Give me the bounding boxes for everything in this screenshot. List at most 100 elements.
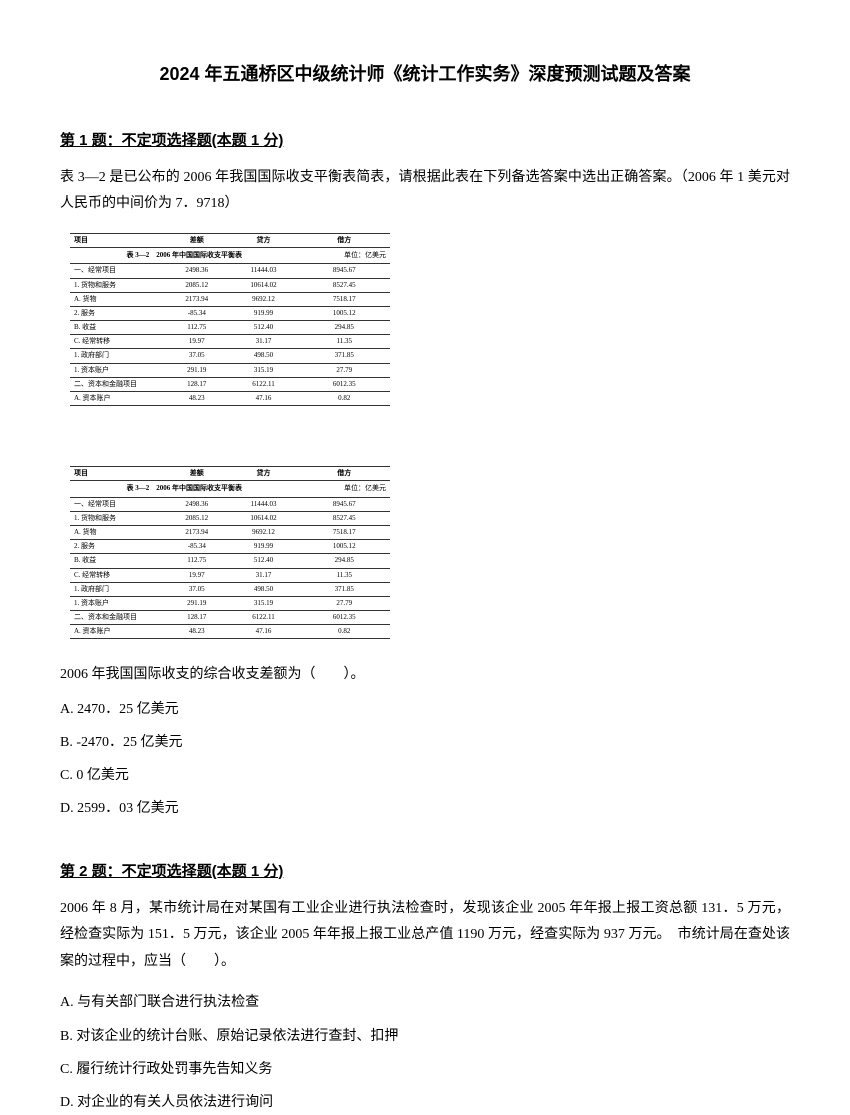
table-cell: 2173.94 — [165, 292, 229, 306]
table-header: 贷方 — [229, 467, 299, 481]
table-cell: 9692.12 — [229, 292, 299, 306]
table-cell: C. 经常转移 — [70, 568, 165, 582]
table-cell: 2085.12 — [165, 278, 229, 292]
table-header: 项目 — [70, 467, 165, 481]
table-cell: 10614.02 — [229, 278, 299, 292]
table-cell: 11444.03 — [229, 264, 299, 278]
table-header-row: 项目 差额 贷方 借方 — [70, 467, 390, 481]
table-cell: 48.23 — [165, 625, 229, 639]
table-cell: 1. 货物和服务 — [70, 511, 165, 525]
table-cell: 2173.94 — [165, 525, 229, 539]
table-cell: 一、经常项目 — [70, 264, 165, 278]
table-row: C. 经常转移19.9731.1711.35 — [70, 335, 390, 349]
table-cell: 7518.17 — [299, 292, 390, 306]
table-cell: 0.82 — [299, 392, 390, 406]
table-cell: 112.75 — [165, 321, 229, 335]
table-cell: 1005.12 — [299, 306, 390, 320]
table-unit: 单位：亿美元 — [299, 481, 390, 497]
q2-option-d: D. 对企业的有关人员依法进行询问 — [60, 1090, 790, 1115]
table-cell: 二、资本和金融项目 — [70, 377, 165, 391]
table-cell: 1005.12 — [299, 540, 390, 554]
table-cell: 8527.45 — [299, 278, 390, 292]
q1-option-c: C. 0 亿美元 — [60, 763, 790, 788]
table-cell: 6012.35 — [299, 377, 390, 391]
table-cell: 31.17 — [229, 335, 299, 349]
table-cell: 27.79 — [299, 596, 390, 610]
table-row: 二、资本和金融项目128.176122.116012.35 — [70, 377, 390, 391]
table-header: 差额 — [165, 233, 229, 247]
table-row: 1. 货物和服务2085.1210614.028527.45 — [70, 511, 390, 525]
table-cell: 315.19 — [229, 363, 299, 377]
table-row: C. 经常转移19.9731.1711.35 — [70, 568, 390, 582]
table-row: B. 收益112.75512.40294.85 — [70, 321, 390, 335]
table-cell: 2. 服务 — [70, 306, 165, 320]
table-cell: 291.19 — [165, 596, 229, 610]
table-cell: 512.40 — [229, 321, 299, 335]
table-cell: 10614.02 — [229, 511, 299, 525]
table-cell: 294.85 — [299, 554, 390, 568]
q2-option-c: C. 履行统计行政处罚事先告知义务 — [60, 1057, 790, 1082]
table-title: 表 3—2 2006 年中国国际收支平衡表 — [70, 481, 299, 497]
table-cell: 371.85 — [299, 349, 390, 363]
table-row: 2. 服务-85.34919.991005.12 — [70, 306, 390, 320]
table-row: 2. 服务-85.34919.991005.12 — [70, 540, 390, 554]
table-title: 表 3—2 2006 年中国国际收支平衡表 — [70, 248, 299, 264]
table-cell: 一、经常项目 — [70, 497, 165, 511]
q2-heading: 第 2 题：不定项选择题(本题 1 分) — [60, 860, 790, 884]
table-cell: 19.97 — [165, 335, 229, 349]
table-cell: 2498.36 — [165, 264, 229, 278]
table-cell: A. 资本账户 — [70, 625, 165, 639]
q2-text: 2006 年 8 月，某市统计局在对某国有工业企业进行执法检查时，发现该企业 2… — [60, 896, 790, 976]
table-cell: 31.17 — [229, 568, 299, 582]
table-cell: 315.19 — [229, 596, 299, 610]
table-cell: B. 收益 — [70, 321, 165, 335]
table-cell: 291.19 — [165, 363, 229, 377]
page-title: 2024 年五通桥区中级统计师《统计工作实务》深度预测试题及答案 — [60, 60, 790, 89]
table-row: A. 货物2173.949692.127518.17 — [70, 525, 390, 539]
table-unit: 单位：亿美元 — [299, 248, 390, 264]
table-cell: 1. 政府部门 — [70, 582, 165, 596]
table-cell: 112.75 — [165, 554, 229, 568]
table-cell: 9692.12 — [229, 525, 299, 539]
table-cell: A. 货物 — [70, 525, 165, 539]
table-cell: 1. 政府部门 — [70, 349, 165, 363]
table-cell: 6122.11 — [229, 377, 299, 391]
table-cell: -85.34 — [165, 306, 229, 320]
table-cell: 47.16 — [229, 392, 299, 406]
q1-sub-question: 2006 年我国国际收支的综合收支差额为（ ）。 — [60, 664, 790, 686]
table-cell: B. 收益 — [70, 554, 165, 568]
table-header: 借方 — [299, 467, 390, 481]
table-row: A. 资本账户48.2347.160.82 — [70, 392, 390, 406]
table-row: 二、资本和金融项目128.176122.116012.35 — [70, 611, 390, 625]
table-row: B. 收益112.75512.40294.85 — [70, 554, 390, 568]
table-cell: 二、资本和金融项目 — [70, 611, 165, 625]
table-cell: 371.85 — [299, 582, 390, 596]
table-row: A. 资本账户48.2347.160.82 — [70, 625, 390, 639]
q1-table-1: 表 3—2 2006 年中国国际收支平衡表单位：亿美元 项目 差额 贷方 借方 … — [70, 233, 390, 406]
q1-table-2: 表 3—2 2006 年中国国际收支平衡表单位：亿美元 项目 差额 贷方 借方 … — [70, 466, 390, 639]
table-cell: 6122.11 — [229, 611, 299, 625]
table-cell: 37.05 — [165, 349, 229, 363]
q1-option-d: D. 2599．03 亿美元 — [60, 796, 790, 821]
table-header: 借方 — [299, 233, 390, 247]
table-cell: 37.05 — [165, 582, 229, 596]
table-cell: A. 货物 — [70, 292, 165, 306]
table-cell: 128.17 — [165, 377, 229, 391]
table-row: 一、经常项目2498.3611444.038945.67 — [70, 264, 390, 278]
table-cell: 919.99 — [229, 540, 299, 554]
table-cell: 7518.17 — [299, 525, 390, 539]
table-cell: A. 资本账户 — [70, 392, 165, 406]
table-cell: C. 经常转移 — [70, 335, 165, 349]
table-cell: 8945.67 — [299, 497, 390, 511]
table-cell: 919.99 — [229, 306, 299, 320]
q1-option-a: A. 2470．25 亿美元 — [60, 697, 790, 722]
table-cell: 8945.67 — [299, 264, 390, 278]
table-row: 1. 货物和服务2085.1210614.028527.45 — [70, 278, 390, 292]
table-cell: 11.35 — [299, 335, 390, 349]
q1-text: 表 3—2 是已公布的 2006 年我国国际收支平衡表简表，请根据此表在下列备选… — [60, 165, 790, 218]
table-cell: 2498.36 — [165, 497, 229, 511]
table-header: 项目 — [70, 233, 165, 247]
table-cell: 19.97 — [165, 568, 229, 582]
table-cell: 47.16 — [229, 625, 299, 639]
table-row: 1. 政府部门37.05498.50371.85 — [70, 582, 390, 596]
